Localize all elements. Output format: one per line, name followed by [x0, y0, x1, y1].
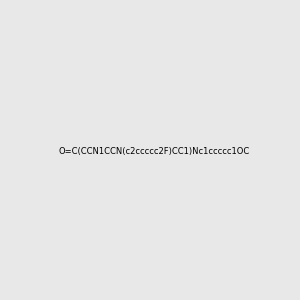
Text: O=C(CCN1CCN(c2ccccc2F)CC1)Nc1ccccc1OC: O=C(CCN1CCN(c2ccccc2F)CC1)Nc1ccccc1OC [58, 147, 249, 156]
